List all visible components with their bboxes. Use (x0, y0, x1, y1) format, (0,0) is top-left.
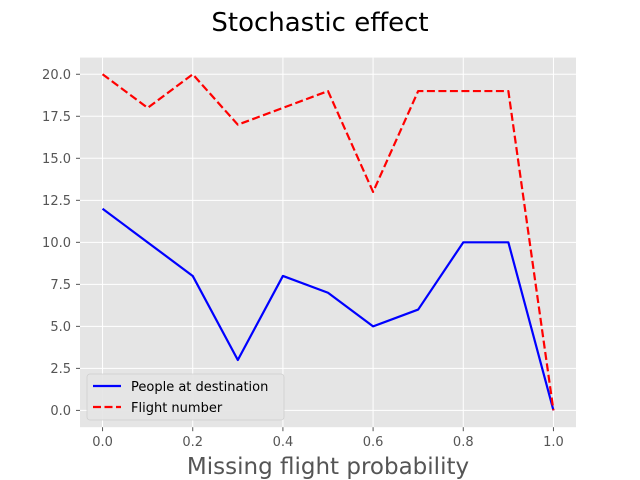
x-axis-label: Missing flight probability (187, 454, 469, 480)
legend-label-flight: Flight number (131, 401, 223, 416)
y-tick-label: 12.5 (42, 194, 71, 209)
y-tick-label: 2.5 (50, 362, 71, 377)
x-tick-label: 0.6 (363, 435, 384, 450)
x-tick-label: 0.0 (92, 435, 113, 450)
y-tick-label: 5.0 (50, 320, 71, 335)
y-tick-label: 20.0 (42, 68, 71, 83)
y-tick-label: 10.0 (42, 236, 71, 251)
y-tick-label: 17.5 (42, 110, 71, 125)
chart-title: Stochastic effect (211, 8, 428, 38)
series-line-flight-number (101, 73, 555, 411)
legend: People at destination Flight number (86, 373, 285, 421)
series-line-people-at-destination (101, 207, 555, 411)
legend-box (86, 373, 285, 421)
x-tick-label: 1.0 (543, 435, 564, 450)
y-tick-label: 0.0 (50, 404, 71, 419)
x-tick-label: 0.8 (453, 435, 474, 450)
x-tick-label: 0.4 (273, 435, 294, 450)
gridlines (80, 57, 576, 428)
axis-ticks: 0.0 0.2 0.4 0.6 0.8 1.0 0.0 2.5 5.0 7.5 10.0 12.5 15… (42, 68, 564, 450)
x-tick-label: 0.2 (182, 435, 203, 450)
legend-label-people: People at destination (131, 380, 268, 395)
series-lines (101, 73, 555, 411)
y-tick-label: 15.0 (42, 152, 71, 167)
y-tick-label: 7.5 (50, 278, 71, 293)
